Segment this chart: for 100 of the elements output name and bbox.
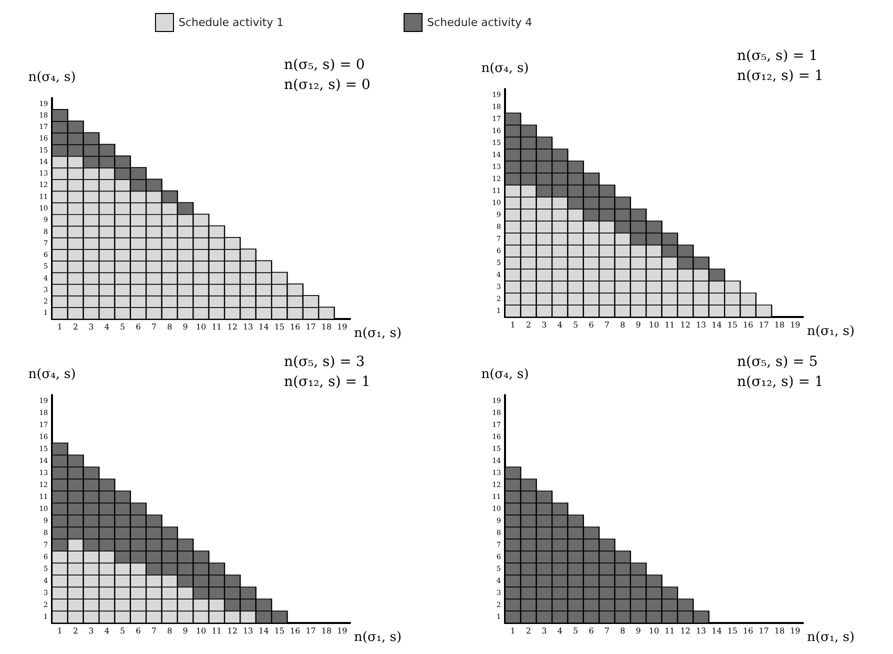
legend-label: Schedule activity 1 (178, 16, 284, 29)
x-tick-label: 10 (648, 320, 660, 330)
point (82, 132, 100, 146)
x-tick-label: 6 (136, 322, 141, 332)
point (582, 172, 600, 186)
x-tick-label: 5 (573, 320, 578, 330)
point (708, 268, 726, 282)
x-axis-title: n(σ₁, s) (354, 630, 402, 645)
x-tick-label: 15 (727, 626, 738, 636)
x-tick-label: 2 (72, 322, 78, 332)
x-tick-label: 11 (664, 626, 675, 636)
x-tick-label: 11 (212, 626, 222, 636)
x-tick-label: 18 (321, 626, 332, 636)
point (646, 220, 662, 234)
x-axis-title: n(σ₁, s) (807, 630, 855, 645)
x-tick-label: 11 (212, 322, 222, 332)
x-tick-label: 6 (588, 626, 594, 636)
x-tick-label: 6 (136, 626, 141, 636)
point (146, 178, 162, 192)
x-tick-label: 19 (790, 320, 800, 330)
point (67, 120, 84, 134)
x-tick-label: 12 (680, 626, 690, 636)
x-tick-label: 9 (182, 322, 188, 332)
x-tick-label: 13 (696, 626, 706, 636)
y-axis-title: n(σ₄, s) (28, 367, 76, 382)
x-tick-label: 14 (258, 626, 269, 636)
x-tick-label: 3 (88, 322, 94, 332)
text: n(σ₁₂, s) = 0 (284, 77, 370, 93)
y-axis-title: n(σ₄, s) (481, 61, 529, 76)
x-tick-label: 5 (120, 322, 126, 332)
point (161, 190, 178, 204)
x-tick-label: 9 (636, 626, 641, 636)
x-tick-label: 17 (306, 626, 316, 636)
x-tick-label: 4 (557, 320, 562, 330)
text: n(σ₁₂, s) = 1 (284, 374, 370, 390)
x-tick-label: 3 (88, 626, 94, 636)
x-tick-label: 15 (274, 626, 285, 636)
x-tick-label: 13 (242, 322, 254, 332)
text: n(σ₅, s) = 3 (284, 354, 365, 370)
point (552, 148, 568, 162)
x-tick-label: 13 (696, 320, 706, 330)
x-tick-label: 7 (151, 322, 156, 332)
x-axis-title: n(σ₁, s) (354, 326, 402, 341)
x-tick-label: 16 (743, 320, 754, 330)
x-tick-label: 8 (167, 322, 172, 332)
x-tick-label: 18 (774, 626, 785, 636)
x-tick-label: 16 (743, 626, 754, 636)
text: n(σ₅, s) = 0 (284, 57, 365, 73)
point (176, 202, 194, 215)
y-axis-title: n(σ₄, s) (481, 367, 529, 382)
x-tick-label: 10 (196, 626, 206, 636)
x-tick-label: 1 (510, 626, 516, 636)
point (598, 184, 616, 198)
point (661, 232, 678, 246)
x-tick-label: 13 (242, 626, 254, 636)
x-tick-label: 5 (120, 626, 126, 636)
text: n(σ₁₂, s) = 1 (737, 68, 824, 84)
x-tick-label: 19 (790, 626, 800, 636)
x-tick-label: 1 (57, 322, 62, 332)
x-tick-label: 1 (510, 320, 516, 330)
x-tick-label: 15 (274, 322, 285, 332)
x-tick-label: 6 (588, 320, 594, 330)
x-tick-label: 5 (573, 626, 578, 636)
x-tick-label: 9 (636, 320, 641, 330)
x-tick-label: 4 (557, 626, 562, 636)
x-tick-label: 19 (337, 626, 348, 636)
x-tick-label: 17 (758, 320, 769, 330)
point (614, 196, 631, 210)
x-tick-label: 10 (196, 322, 206, 332)
x-tick-label: 7 (151, 626, 156, 636)
x-tick-label: 16 (290, 626, 300, 636)
x-tick-label: 16 (290, 322, 300, 332)
x-tick-label: 12 (227, 322, 238, 332)
x-tick-label: 18 (321, 322, 332, 332)
point (114, 155, 131, 168)
x-tick-label: 11 (664, 320, 675, 330)
point (567, 160, 584, 174)
point (520, 124, 537, 138)
point (536, 136, 553, 150)
point (130, 167, 147, 180)
legend-label: Schedule activity 4 (427, 16, 532, 29)
text: n(σ₁₂, s) = 1 (737, 374, 824, 390)
x-tick-label: 17 (306, 322, 316, 332)
x-tick-label: 10 (648, 626, 660, 636)
x-tick-label: 3 (542, 320, 547, 330)
point (98, 144, 116, 157)
x-tick-label: 2 (526, 320, 532, 330)
x-tick-label: 9 (182, 626, 188, 636)
x-tick-label: 4 (104, 626, 110, 636)
x-tick-label: 18 (774, 320, 785, 330)
x-tick-label: 7 (604, 320, 610, 330)
x-tick-label: 12 (680, 320, 690, 330)
x-tick-label: 8 (620, 320, 626, 330)
x-tick-label: 8 (167, 626, 172, 636)
text: n(σ₅, s) = 1 (737, 48, 818, 64)
x-tick-label: 4 (104, 322, 110, 332)
x-tick-label: 14 (712, 320, 722, 330)
point (52, 108, 68, 122)
point (504, 112, 522, 126)
x-tick-label: 1 (57, 626, 62, 636)
